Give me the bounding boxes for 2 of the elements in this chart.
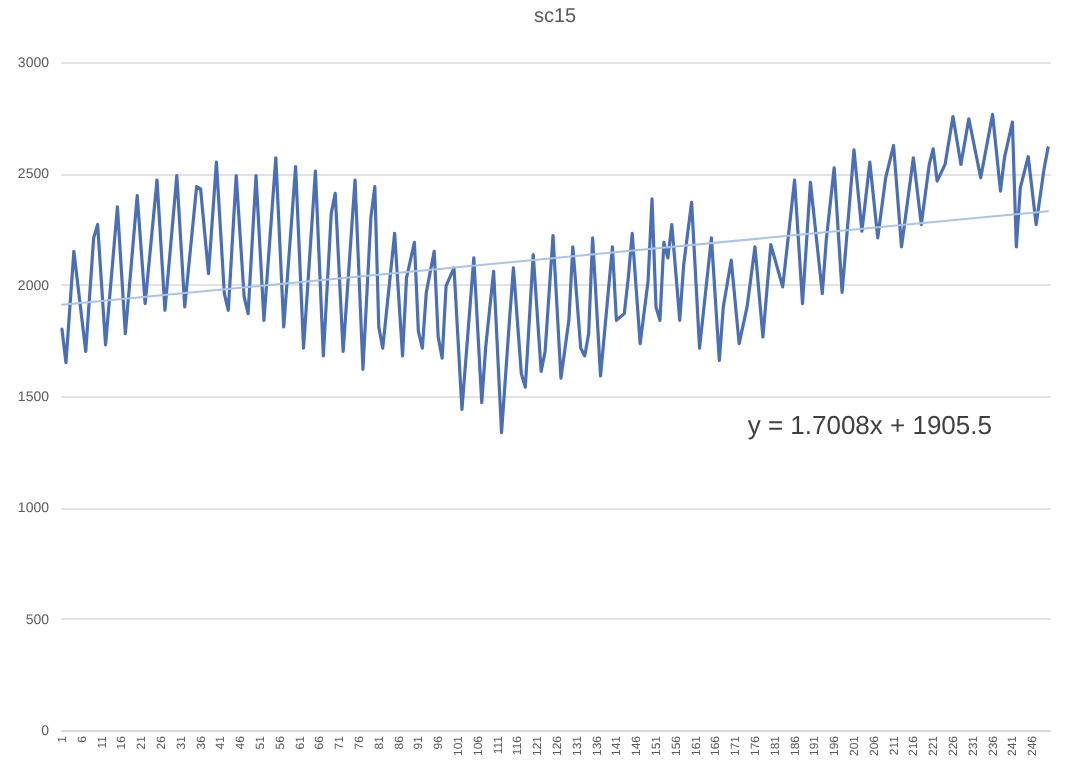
annotation: y = 1.7008x + 1905.5 <box>747 410 992 441</box>
chart-title: sc15 <box>533 6 577 28</box>
